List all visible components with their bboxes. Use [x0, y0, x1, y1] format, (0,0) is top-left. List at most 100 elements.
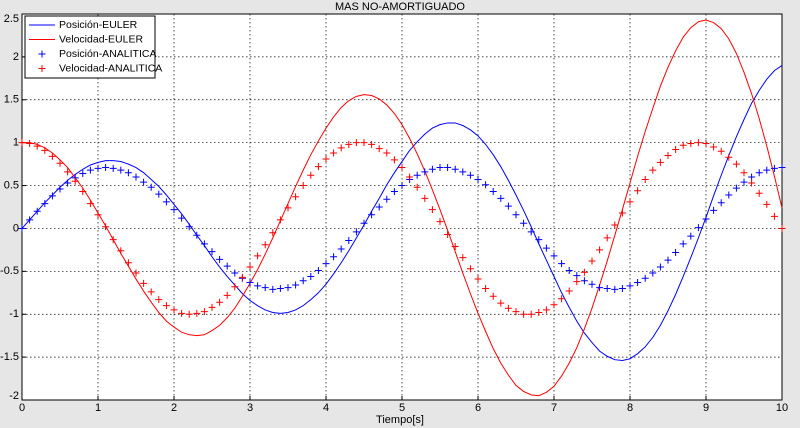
plus-marker [649, 166, 657, 174]
x-tick-label: 3 [247, 402, 253, 414]
plus-marker [634, 187, 642, 195]
plus-marker [352, 228, 360, 236]
plus-marker [254, 282, 262, 290]
plus-marker [208, 248, 216, 256]
plus-marker [292, 193, 300, 201]
plus-marker [588, 257, 596, 265]
y-tick-label: 0 [13, 222, 19, 234]
y-tick-label: -0.5 [0, 265, 19, 277]
plus-marker [565, 266, 573, 274]
plus-marker [314, 163, 322, 171]
plus-marker [512, 308, 520, 316]
plus-marker [428, 206, 436, 214]
plus-marker [276, 216, 284, 224]
plus-marker [687, 232, 695, 240]
plus-marker [231, 283, 239, 291]
x-tick-label: 10 [776, 402, 788, 414]
chart-title: MAS NO-AMORTIGUADO [335, 1, 465, 13]
plus-marker [565, 287, 573, 295]
plus-marker [710, 143, 718, 151]
plus-marker [611, 285, 619, 293]
plus-marker [573, 272, 581, 280]
plus-marker [641, 274, 649, 282]
plus-marker [725, 153, 733, 161]
plus-marker [140, 178, 148, 186]
plus-marker [330, 149, 338, 157]
plus-marker [702, 215, 710, 223]
plus-marker [178, 309, 186, 317]
plus-marker [48, 192, 56, 200]
x-tick-label: 1 [95, 402, 101, 414]
plus-marker [18, 139, 26, 147]
plus-marker [755, 169, 763, 177]
plus-marker [618, 284, 626, 292]
plus-marker [694, 224, 702, 232]
y-tick-label: 2.5 [4, 13, 19, 25]
plus-marker [86, 200, 94, 208]
plus-marker [269, 229, 277, 237]
plus-marker [603, 284, 611, 292]
series-line [22, 19, 783, 397]
x-axis-label: Tiempo[s] [376, 414, 424, 426]
plus-marker [778, 164, 786, 172]
plus-marker [178, 214, 186, 222]
plus-marker [687, 140, 695, 148]
plus-marker [694, 139, 702, 147]
y-tick-label: -1.5 [0, 351, 19, 363]
plus-marker [276, 284, 284, 292]
plus-marker [216, 255, 224, 263]
plus-marker [482, 284, 490, 292]
plus-marker [26, 140, 34, 148]
plus-marker [763, 166, 771, 174]
plus-marker [330, 253, 338, 261]
plus-marker [261, 241, 269, 249]
plus-marker [679, 240, 687, 248]
plus-marker [200, 240, 208, 248]
plus-marker [634, 278, 642, 286]
plus-marker [504, 304, 512, 312]
plus-marker [368, 140, 376, 148]
plus-marker [200, 308, 208, 316]
legend: Posición-EULER Velocidad-EULER Posición-AN… [24, 15, 162, 79]
plus-marker [436, 218, 444, 226]
plus-marker [504, 202, 512, 210]
plus-marker [261, 284, 269, 292]
plus-marker [725, 191, 733, 199]
plus-marker [147, 183, 155, 191]
plus-marker [702, 140, 710, 148]
plus-marker [451, 242, 459, 250]
plus-marker [664, 256, 672, 264]
plus-marker [732, 160, 740, 168]
plus-marker [162, 302, 170, 310]
plus-marker [406, 173, 414, 181]
y-tick-label: -2 [9, 390, 19, 402]
plus-marker [33, 207, 41, 215]
plus-marker [573, 278, 581, 286]
plus-marker [193, 231, 201, 239]
plus-marker [390, 156, 398, 164]
y-tick-label: 2 [13, 51, 19, 63]
y-tick-label: -1 [9, 308, 19, 320]
plus-marker [535, 309, 543, 317]
plus-marker [580, 277, 588, 285]
plus-marker [497, 194, 505, 202]
plus-marker [284, 284, 292, 292]
legend-label: Posición-ANALITICA [59, 48, 156, 60]
plus-marker [117, 247, 125, 255]
plus-marker [710, 206, 718, 214]
plus-marker [269, 285, 277, 293]
plus-marker [337, 144, 345, 152]
plus-marker [155, 296, 163, 304]
plus-marker [618, 209, 626, 217]
y-tick-label: 1 [13, 137, 19, 149]
plus-marker [170, 306, 178, 314]
plus-marker [717, 199, 725, 207]
plus-marker [352, 139, 360, 147]
plus-marker [64, 168, 72, 176]
plus-marker [732, 184, 740, 192]
plus-marker [459, 168, 467, 176]
plus-marker [170, 206, 178, 214]
plus-marker [664, 152, 672, 160]
plus-marker [246, 263, 254, 271]
plus-marker [748, 173, 756, 181]
